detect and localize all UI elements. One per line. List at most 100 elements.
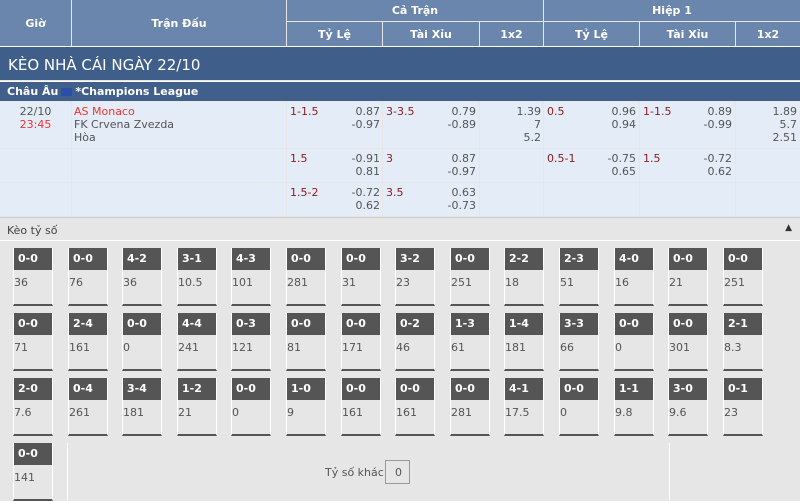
col-time: Giờ — [0, 0, 71, 46]
draw-label: Hòa — [74, 131, 96, 144]
score-tile[interactable]: 4-1 17.5 — [504, 378, 544, 436]
league-region: Châu Âu — [7, 85, 59, 98]
odds-cell — [480, 149, 543, 182]
score-tile[interactable]: 0-0 141 — [13, 443, 53, 501]
score-tile[interactable]: 0-2 46 — [395, 313, 435, 371]
score-odds: 0 — [560, 406, 567, 419]
triangle-up-icon[interactable]: ▲ — [785, 223, 792, 233]
score-tile[interactable]: 0-0 281 — [286, 248, 326, 306]
score-tile[interactable]: 0-1 23 — [723, 378, 763, 436]
score-tile[interactable]: 2-1 8.3 — [723, 313, 763, 371]
score-tile[interactable]: 0-0 161 — [395, 378, 435, 436]
score-tile[interactable]: 3-4 181 — [122, 378, 162, 436]
col-1x2: 1x2 — [480, 22, 543, 46]
score-tile[interactable]: 3-1 10.5 — [177, 248, 217, 306]
score-label: 0-0 — [287, 313, 325, 335]
score-tile[interactable]: 0-0 0 — [122, 313, 162, 371]
score-odds: 281 — [451, 406, 472, 419]
score-odds: 21 — [178, 406, 192, 419]
score-odds: 71 — [14, 341, 28, 354]
half-handicap-away-odds: 0.65 — [611, 165, 637, 178]
score-tile[interactable]: 1-3 61 — [450, 313, 490, 371]
odds-cell — [736, 102, 800, 148]
score-tile[interactable]: 2-0 7.6 — [13, 378, 53, 436]
half-handicap-line: 0.5-1 — [547, 152, 576, 165]
score-tile[interactable]: 4-3 101 — [231, 248, 271, 306]
away-team[interactable]: FK Crvena Zvezda — [74, 118, 175, 131]
col-half-handicap: Tỷ Lệ — [544, 22, 639, 46]
score-tile[interactable]: 0-0 36 — [13, 248, 53, 306]
odds-cell — [640, 183, 735, 216]
score-tile[interactable]: 0-0 76 — [68, 248, 108, 306]
score-tile[interactable]: 1-1 9.8 — [614, 378, 654, 436]
odds-cell — [383, 149, 479, 182]
score-label: 0-0 — [724, 248, 762, 270]
score-label: 0-0 — [342, 248, 380, 270]
score-label: 1-4 — [505, 313, 543, 335]
score-tile[interactable]: 3-0 9.6 — [668, 378, 708, 436]
score-tile[interactable]: 2-2 18 — [504, 248, 544, 306]
odds-cell — [0, 149, 71, 182]
score-tile[interactable]: 0-0 0 — [559, 378, 599, 436]
score-tile[interactable]: 0-0 81 — [286, 313, 326, 371]
score-tile[interactable]: 0-0 0 — [614, 313, 654, 371]
score-odds: 9.8 — [615, 406, 633, 419]
handicap-home-odds: 0.87 — [355, 105, 381, 118]
score-tile[interactable]: 0-0 0 — [231, 378, 271, 436]
score-tile[interactable]: 0-0 251 — [450, 248, 490, 306]
other-score-value: 0 — [385, 460, 410, 484]
score-label: 2-0 — [14, 378, 52, 400]
odds-cell — [72, 149, 286, 182]
odds-cell — [383, 102, 479, 148]
score-odds: 241 — [178, 341, 199, 354]
score-tile[interactable]: 0-0 301 — [668, 313, 708, 371]
col-half-1x2: 1x2 — [736, 22, 800, 46]
score-odds: 181 — [123, 406, 144, 419]
score-odds: 51 — [560, 276, 574, 289]
score-tile[interactable]: 2-3 51 — [559, 248, 599, 306]
score-odds: 251 — [451, 276, 472, 289]
score-tile[interactable]: 4-4 241 — [177, 313, 217, 371]
score-label: 2-2 — [505, 248, 543, 270]
score-tile[interactable]: 3-3 66 — [559, 313, 599, 371]
score-tile[interactable]: 0-0 161 — [341, 378, 381, 436]
score-section-header[interactable]: Kèo tỷ số ▲ — [0, 217, 800, 241]
score-tile[interactable]: 4-2 36 — [122, 248, 162, 306]
score-label: 3-1 — [178, 248, 216, 270]
score-tile[interactable]: 0-4 261 — [68, 378, 108, 436]
score-tile[interactable]: 3-2 23 — [395, 248, 435, 306]
score-tile[interactable]: 0-3 121 — [231, 313, 271, 371]
score-tile[interactable]: 0-0 171 — [341, 313, 381, 371]
score-odds: 81 — [287, 341, 301, 354]
odds-cell — [287, 102, 382, 148]
score-tile[interactable]: 1-4 181 — [504, 313, 544, 371]
under-odds: -0.89 — [447, 118, 476, 131]
home-team[interactable]: AS Monaco — [74, 105, 135, 118]
score-label: 0-0 — [451, 378, 489, 400]
score-label: 4-2 — [123, 248, 161, 270]
score-tile[interactable]: 1-2 21 — [177, 378, 217, 436]
score-tile[interactable]: 4-0 16 — [614, 248, 654, 306]
score-label: 3-2 — [396, 248, 434, 270]
score-tile[interactable]: 2-4 161 — [68, 313, 108, 371]
score-odds: 18 — [505, 276, 519, 289]
score-tile[interactable]: 0-0 71 — [13, 313, 53, 371]
league-row[interactable]: Châu Âu *Champions League — [0, 81, 800, 101]
handicap-away-odds: 0.62 — [355, 199, 381, 212]
under-odds: -0.97 — [447, 165, 476, 178]
col-overunder: Tài Xỉu — [383, 22, 479, 46]
score-tile[interactable]: 0-0 251 — [723, 248, 763, 306]
score-tile[interactable]: 0-0 281 — [450, 378, 490, 436]
odds-cell — [383, 183, 479, 216]
half-handicap-home-odds: 0.96 — [611, 105, 637, 118]
score-odds: 36 — [14, 276, 28, 289]
score-tile[interactable]: 1-0 9 — [286, 378, 326, 436]
score-tile[interactable]: 0-0 31 — [341, 248, 381, 306]
score-label: 4-1 — [505, 378, 543, 400]
half-handicap-home-odds: -0.75 — [607, 152, 636, 165]
score-odds: 46 — [396, 341, 410, 354]
score-label: 1-0 — [287, 378, 325, 400]
score-label: 1-3 — [451, 313, 489, 335]
score-tile[interactable]: 0-0 21 — [668, 248, 708, 306]
half-draw-odds: 2.51 — [772, 131, 798, 144]
